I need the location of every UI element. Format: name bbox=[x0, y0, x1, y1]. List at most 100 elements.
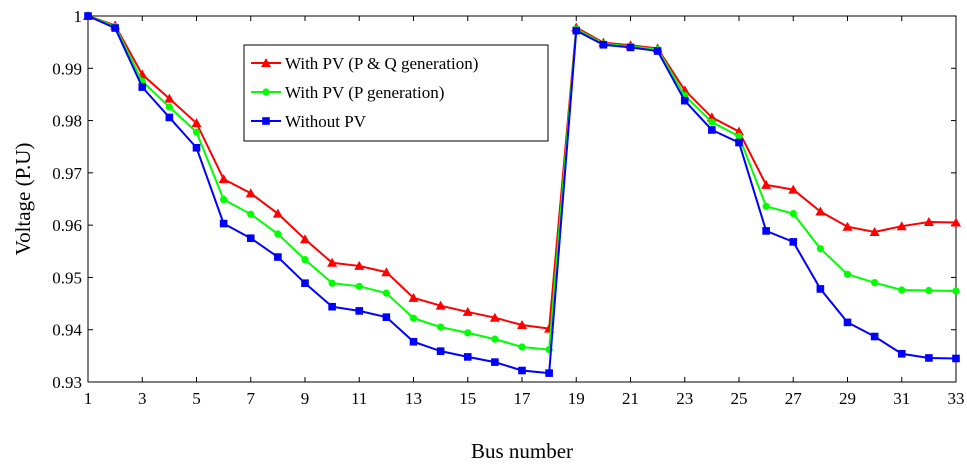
data-point bbox=[843, 318, 852, 327]
data-point bbox=[111, 24, 119, 32]
data-point bbox=[680, 96, 689, 105]
data-point bbox=[327, 257, 338, 267]
y-tick-label: 0.97 bbox=[52, 164, 82, 183]
data-point bbox=[247, 210, 255, 218]
data-point bbox=[382, 313, 391, 321]
data-point bbox=[951, 217, 961, 227]
data-point bbox=[843, 270, 852, 278]
x-tick-label: 29 bbox=[839, 389, 856, 408]
data-point bbox=[626, 43, 635, 52]
data-point bbox=[923, 217, 934, 227]
data-point bbox=[489, 312, 500, 322]
data-point bbox=[437, 323, 445, 331]
data-point bbox=[734, 126, 744, 136]
y-tick-label: 0.95 bbox=[52, 268, 82, 287]
data-point bbox=[572, 26, 581, 35]
data-point bbox=[165, 113, 174, 122]
data-point bbox=[518, 366, 526, 375]
data-point bbox=[219, 219, 228, 228]
data-point bbox=[708, 126, 716, 134]
data-point bbox=[952, 354, 960, 363]
data-point bbox=[462, 306, 473, 316]
data-point bbox=[952, 287, 960, 295]
data-point bbox=[218, 174, 229, 184]
data-point bbox=[463, 353, 472, 361]
data-point bbox=[355, 307, 364, 315]
data-point bbox=[789, 238, 798, 246]
data-point bbox=[84, 12, 92, 20]
data-point bbox=[816, 285, 825, 293]
x-tick-label: 13 bbox=[405, 389, 422, 408]
x-tick-label: 1 bbox=[84, 389, 93, 408]
data-point bbox=[245, 188, 256, 198]
x-tick-label: 23 bbox=[676, 389, 693, 408]
series-group bbox=[83, 11, 961, 377]
legend-box bbox=[243, 44, 549, 142]
data-point bbox=[708, 118, 716, 126]
data-point bbox=[246, 234, 255, 243]
data-point bbox=[869, 226, 880, 236]
x-tick-label: 27 bbox=[785, 389, 803, 408]
x-tick-label: 17 bbox=[514, 389, 532, 408]
data-point bbox=[301, 256, 309, 264]
data-point bbox=[300, 234, 310, 244]
x-tick-label: 11 bbox=[351, 389, 367, 408]
data-point bbox=[735, 138, 743, 147]
y-tick-label: 0.98 bbox=[52, 112, 82, 131]
data-point bbox=[274, 230, 282, 238]
data-point bbox=[789, 210, 797, 218]
legend-swatch-marker bbox=[262, 117, 270, 125]
data-point bbox=[272, 208, 283, 218]
data-point bbox=[517, 320, 527, 330]
data-point bbox=[354, 260, 365, 270]
x-tick-label: 31 bbox=[893, 389, 910, 408]
data-point bbox=[842, 221, 853, 231]
x-tick-label: 9 bbox=[301, 389, 310, 408]
y-tick-label: 0.96 bbox=[52, 216, 82, 235]
x-tick-label: 21 bbox=[622, 389, 639, 408]
data-point bbox=[464, 329, 472, 337]
data-point bbox=[274, 253, 282, 261]
y-axis-ticks: 0.93 0.94 0.95 0.96 0.97 0.98 0.99 1 bbox=[52, 7, 956, 392]
data-point bbox=[762, 227, 770, 235]
data-point bbox=[491, 358, 499, 366]
x-axis-ticks: 1 3 5 7 9 11 13 15 17 19 21 23 25 27 29 31 33 bbox=[84, 16, 965, 408]
data-point bbox=[925, 286, 933, 295]
data-point bbox=[925, 354, 933, 362]
data-point bbox=[301, 279, 309, 287]
data-point bbox=[328, 302, 336, 311]
data-point bbox=[192, 143, 201, 152]
data-point bbox=[761, 179, 772, 189]
data-point bbox=[896, 221, 907, 231]
y-tick-label: 0.93 bbox=[52, 373, 82, 392]
data-point bbox=[897, 349, 906, 358]
data-point bbox=[191, 118, 202, 128]
data-point bbox=[735, 132, 743, 140]
legend-label: Without PV bbox=[285, 112, 367, 131]
x-tick-label: 15 bbox=[459, 389, 476, 408]
legend-swatch-marker bbox=[261, 58, 271, 67]
data-point bbox=[435, 300, 446, 310]
y-tick-label: 1 bbox=[74, 7, 83, 26]
data-point bbox=[138, 83, 147, 91]
x-tick-label: 3 bbox=[138, 389, 147, 408]
data-point bbox=[220, 195, 228, 204]
data-point bbox=[870, 332, 879, 341]
x-axis-title: Bus number bbox=[471, 439, 573, 463]
y-tick-label: 0.94 bbox=[52, 321, 82, 340]
data-point bbox=[355, 282, 363, 290]
series-3 bbox=[84, 12, 960, 377]
data-point bbox=[815, 206, 826, 216]
x-tick-label: 19 bbox=[568, 389, 585, 408]
legend-swatch-marker bbox=[262, 88, 270, 96]
data-point bbox=[409, 314, 418, 322]
data-point bbox=[816, 245, 824, 253]
data-point bbox=[871, 279, 879, 287]
data-point bbox=[408, 292, 419, 302]
data-point bbox=[653, 47, 662, 55]
data-point bbox=[436, 347, 445, 355]
data-point bbox=[164, 93, 175, 103]
data-point bbox=[381, 267, 392, 277]
data-point bbox=[545, 369, 553, 377]
